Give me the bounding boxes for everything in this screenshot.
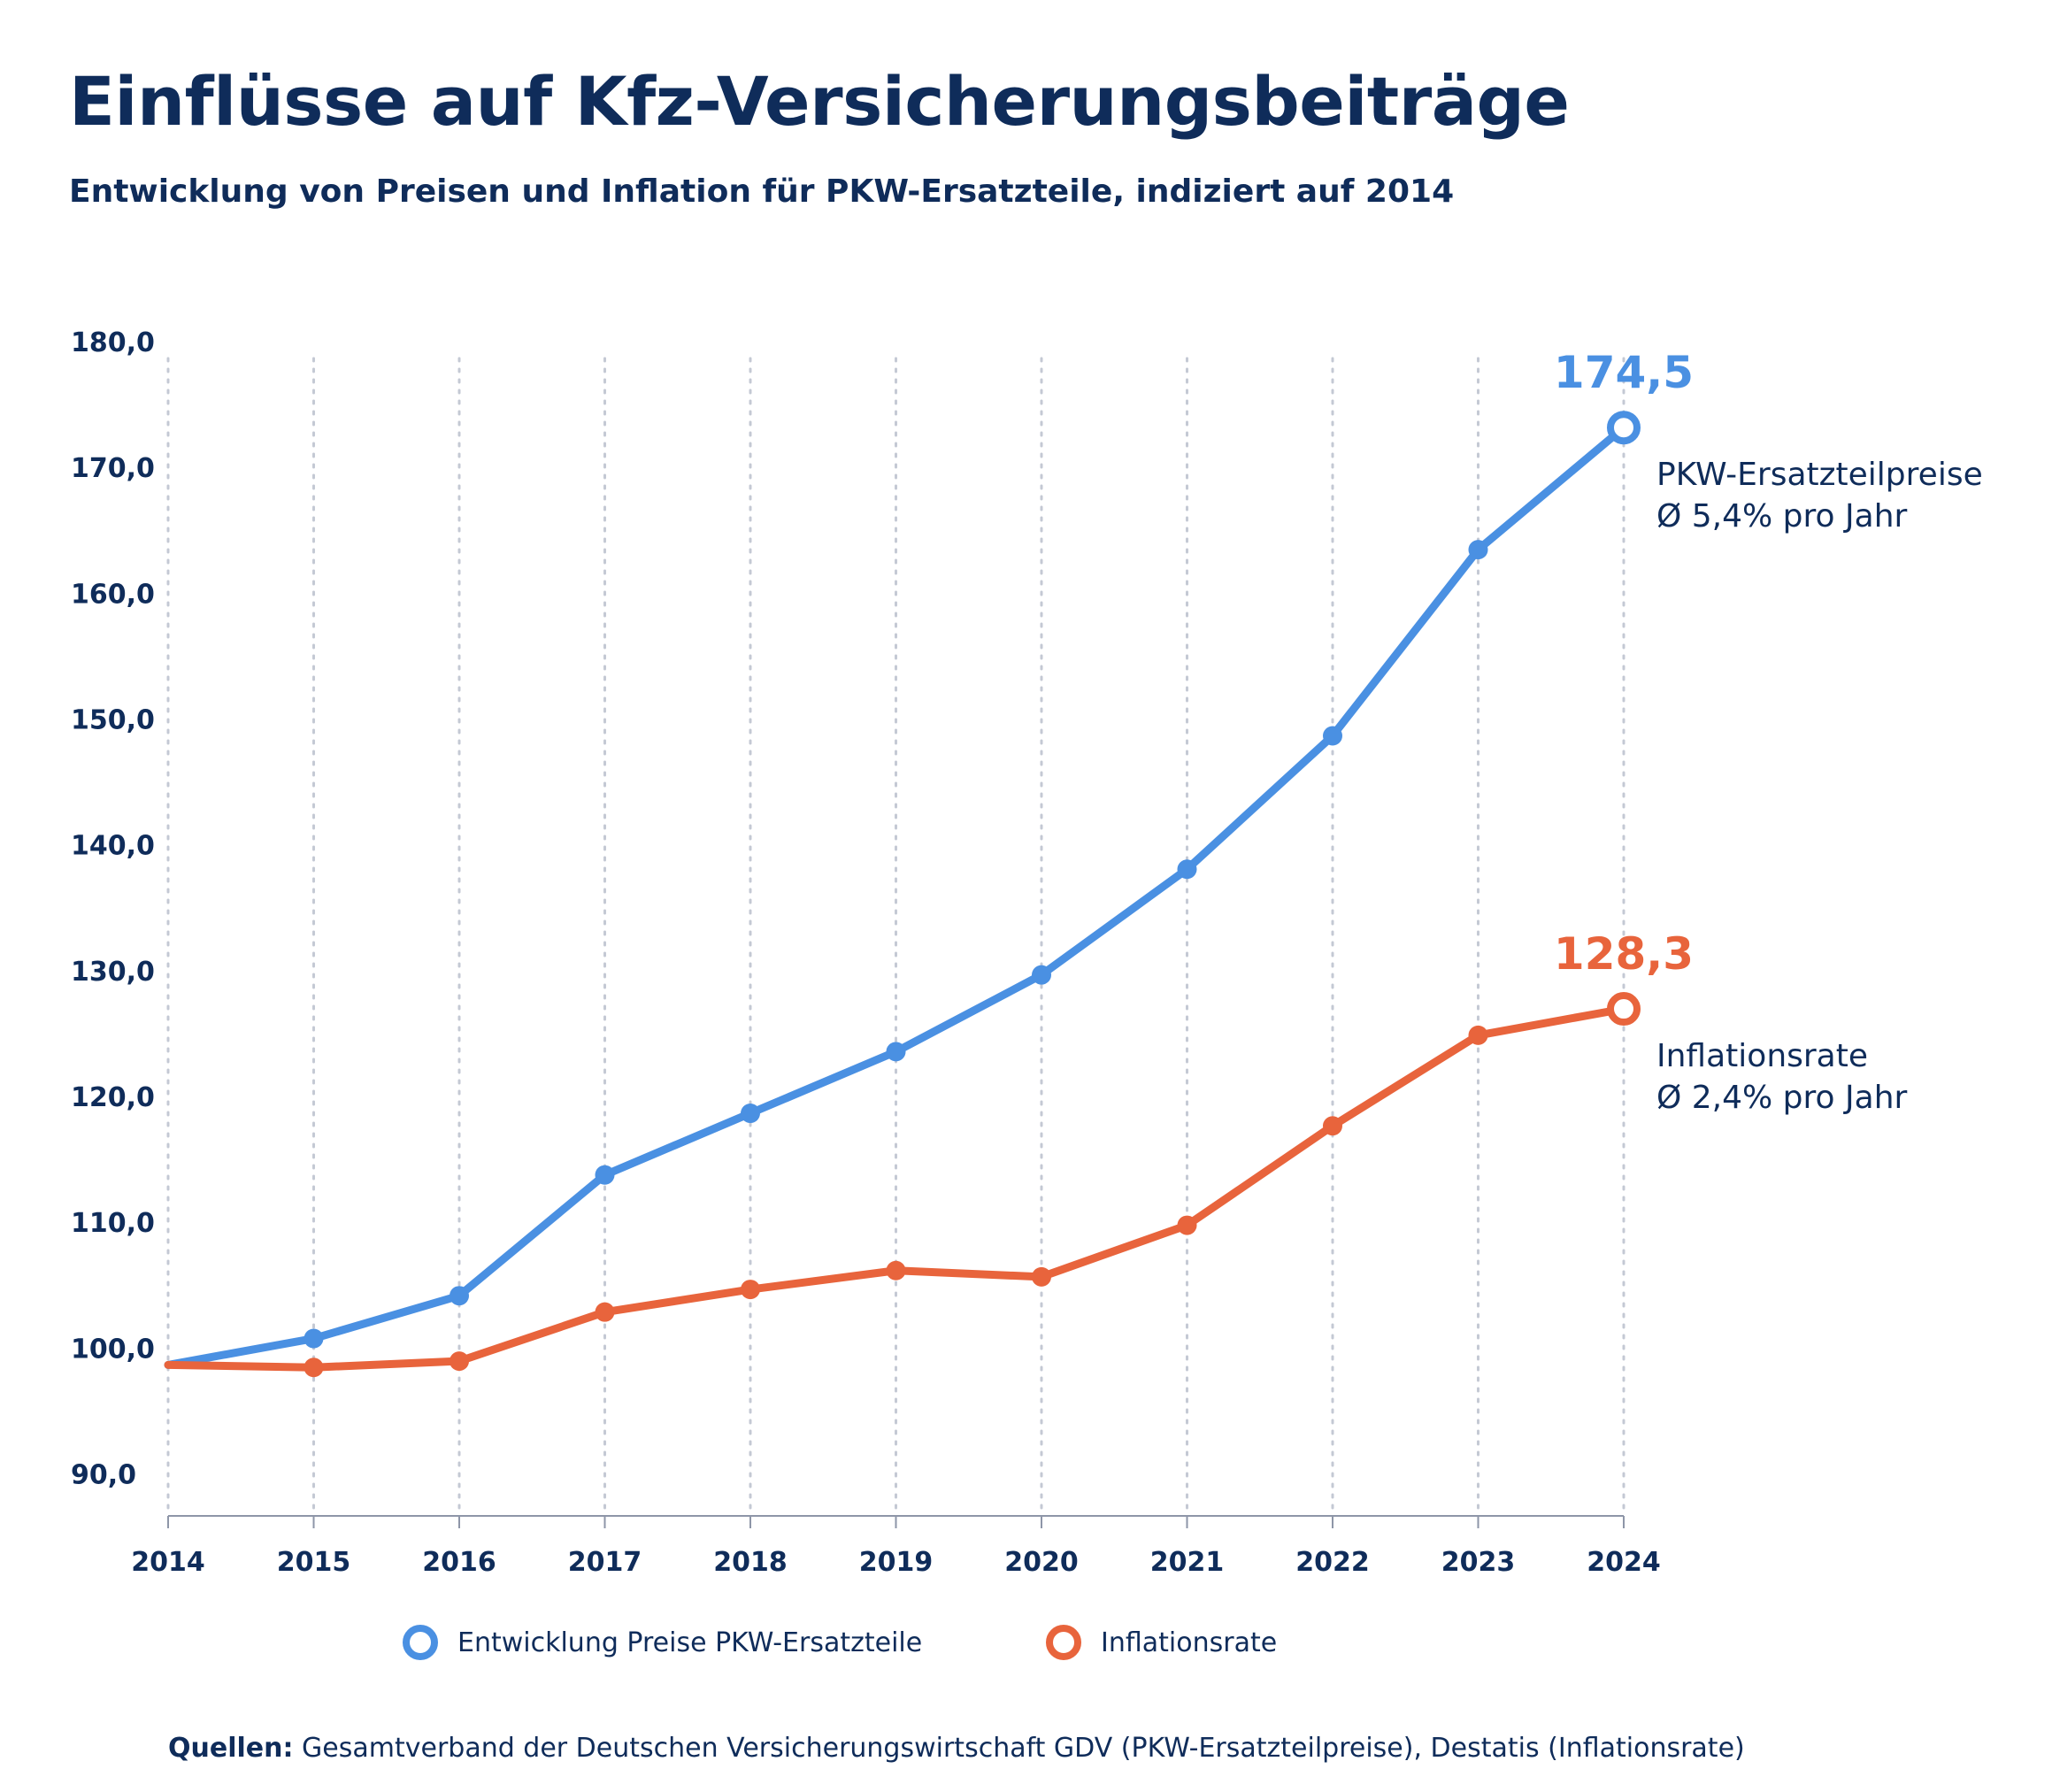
data-point-inflation-2019 — [886, 1260, 906, 1281]
x-tick-label-2016: 2016 — [422, 1547, 496, 1578]
x-tick-label-2024: 2024 — [1587, 1547, 1661, 1578]
chart-subtitle: Entwicklung von Preisen und Inflation fü… — [69, 173, 1455, 210]
y-axis-labels: 90,0 100,0 110,0 120,0 130,0 140,0 150,0 160,0 1… — [71, 327, 155, 1491]
y-tick-label-170: 170,0 — [71, 453, 155, 484]
data-point-inflation-2016 — [450, 1351, 469, 1372]
data-point-inflation-2017 — [595, 1302, 615, 1322]
data-point-inflation-2023 — [1468, 1025, 1488, 1045]
legend-item-prices: Entwicklung Preise PKW-Ersatzteile — [403, 1625, 922, 1660]
y-tick-label-100: 100,0 — [71, 1334, 155, 1365]
x-tick-label-2022: 2022 — [1295, 1547, 1370, 1578]
x-tick-label-2020: 2020 — [1004, 1547, 1079, 1578]
x-tick-label-2023: 2023 — [1441, 1547, 1516, 1578]
end-value-label-prices: 174,5 — [1554, 347, 1694, 398]
data-point-inflation-2015 — [304, 1357, 324, 1378]
legend-label-prices: Entwicklung Preise PKW-Ersatzteile — [457, 1627, 923, 1658]
legend-marker-prices — [403, 1625, 438, 1660]
data-point-prices-2016 — [450, 1286, 469, 1306]
legend-item-inflation: Inflationsrate — [1046, 1625, 1277, 1660]
y-tick-label-130: 130,0 — [71, 957, 155, 988]
data-point-prices-2023 — [1468, 540, 1488, 560]
end-value-label-inflation: 128,3 — [1554, 928, 1694, 980]
sources-footnote: Quellen: Gesamtverband der Deutschen Ver… — [168, 1733, 1745, 1764]
legend-marker-inflation — [1046, 1625, 1081, 1660]
legend: Entwicklung Preise PKW-Ersatzteile Infla… — [0, 1625, 2052, 1669]
data-point-inflation-2018 — [741, 1280, 760, 1300]
x-tick-label-2014: 2014 — [131, 1547, 205, 1578]
y-tick-label-150: 150,0 — [71, 705, 155, 736]
y-tick-label-180: 180,0 — [71, 327, 155, 358]
sources-label: Quellen: — [168, 1733, 294, 1764]
legend-label-inflation: Inflationsrate — [1101, 1627, 1278, 1658]
y-tick-label-110: 110,0 — [71, 1208, 155, 1239]
data-point-prices-2021 — [1177, 859, 1197, 880]
grid-lines — [166, 357, 1625, 1518]
x-tick-label-2019: 2019 — [859, 1547, 934, 1578]
data-point-prices-2019 — [886, 1042, 906, 1062]
x-tick-label-2015: 2015 — [277, 1547, 351, 1578]
x-tick-label-2018: 2018 — [713, 1547, 788, 1578]
data-point-inflation-2024 — [1607, 992, 1641, 1027]
x-tick-label-2021: 2021 — [1150, 1547, 1225, 1578]
x-axis-labels: 2014 2015 2016 2017 2018 2019 2020 2021 2022 2023… — [131, 1547, 1661, 1578]
annotation-inflation-line-1: Inflationsrate — [1656, 1038, 1868, 1074]
annotations: 174,5 PKW-Ersatzteilpreise Ø 5,4% pro Jahr… — [1554, 347, 1983, 1116]
data-point-inflation-2021 — [1177, 1215, 1197, 1235]
y-tick-label-120: 120,0 — [71, 1082, 155, 1113]
series-line-prices — [164, 423, 1628, 1369]
x-axis — [167, 1515, 1625, 1528]
annotation-prices-line-2: Ø 5,4% pro Jahr — [1656, 498, 1908, 535]
data-point-prices-2018 — [741, 1104, 760, 1124]
data-point-prices-2017 — [595, 1165, 615, 1185]
data-point-inflation-2022 — [1323, 1116, 1342, 1136]
annotation-prices-line-1: PKW-Ersatzteilpreise — [1656, 457, 1983, 493]
series-group — [164, 411, 1641, 1378]
y-tick-label-160: 160,0 — [71, 579, 155, 610]
data-point-prices-2024 — [1607, 411, 1641, 445]
y-tick-label-140: 140,0 — [71, 831, 155, 862]
chart-title: Einflüsse auf Kfz-Versicherungsbeiträge — [69, 62, 1570, 141]
data-point-prices-2022 — [1323, 726, 1342, 746]
annotation-inflation-line-2: Ø 2,4% pro Jahr — [1656, 1080, 1908, 1116]
data-point-inflation-2020 — [1032, 1266, 1051, 1287]
sources-text: Gesamtverband der Deutschen Versicherung… — [302, 1733, 1745, 1764]
x-tick-label-2017: 2017 — [568, 1547, 642, 1578]
data-point-prices-2020 — [1032, 965, 1051, 985]
data-point-prices-2015 — [304, 1328, 324, 1349]
y-tick-label-90: 90,0 — [71, 1460, 136, 1491]
